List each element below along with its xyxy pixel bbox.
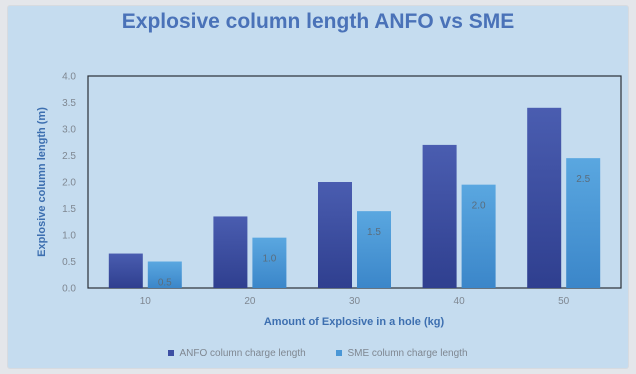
y-tick-label: 1.5 — [62, 204, 76, 215]
x-tick-label: 20 — [244, 296, 256, 307]
data-label: 1.0 — [262, 254, 276, 265]
x-tick-label: 30 — [349, 296, 361, 307]
x-axis-label: Amount of Explosive in a hole (kg) — [264, 316, 445, 328]
legend-label-sme: SME column charge length — [347, 348, 468, 359]
bar-sme — [357, 211, 391, 288]
x-tick-label: 50 — [558, 296, 570, 307]
legend-label-anfo: ANFO column charge length — [179, 348, 306, 359]
chart-title: Explosive column length ANFO vs SME — [121, 10, 515, 33]
legend-item-anfo: ANFO column charge length — [168, 348, 306, 359]
y-axis-label: Explosive column length (m) — [36, 107, 48, 257]
data-label: 2.5 — [576, 174, 590, 185]
y-tick-label: 4.0 — [62, 72, 76, 83]
bar-anfo — [213, 216, 248, 288]
y-tick-label: 1.0 — [62, 231, 76, 242]
legend-swatch-anfo — [168, 350, 175, 357]
bar-anfo — [422, 144, 457, 288]
data-label: 0.5 — [158, 278, 172, 289]
bar-anfo — [318, 182, 352, 288]
bar-sme — [147, 261, 182, 288]
legend-swatch-sme — [336, 350, 343, 357]
legend: ANFO column charge length SME column cha… — [0, 348, 636, 359]
data-label: 2.0 — [472, 201, 486, 212]
y-tick-label: 2.5 — [62, 151, 76, 162]
data-label: 1.5 — [367, 227, 381, 238]
bar-anfo — [108, 253, 143, 288]
y-tick-label: 2.0 — [62, 178, 76, 189]
y-tick-label: 3.5 — [62, 98, 76, 109]
x-tick-label: 10 — [140, 296, 152, 307]
bar-anfo — [527, 107, 562, 288]
y-tick-label: 0.0 — [62, 284, 76, 295]
legend-item-sme: SME column charge length — [336, 348, 468, 359]
plot-area — [87, 75, 622, 289]
bar-sme — [252, 237, 287, 288]
x-tick-label: 40 — [454, 296, 466, 307]
y-tick-label: 3.0 — [62, 125, 76, 136]
y-tick-label: 0.5 — [62, 257, 76, 268]
bar-sme — [566, 158, 601, 288]
bar-sme — [461, 184, 496, 288]
